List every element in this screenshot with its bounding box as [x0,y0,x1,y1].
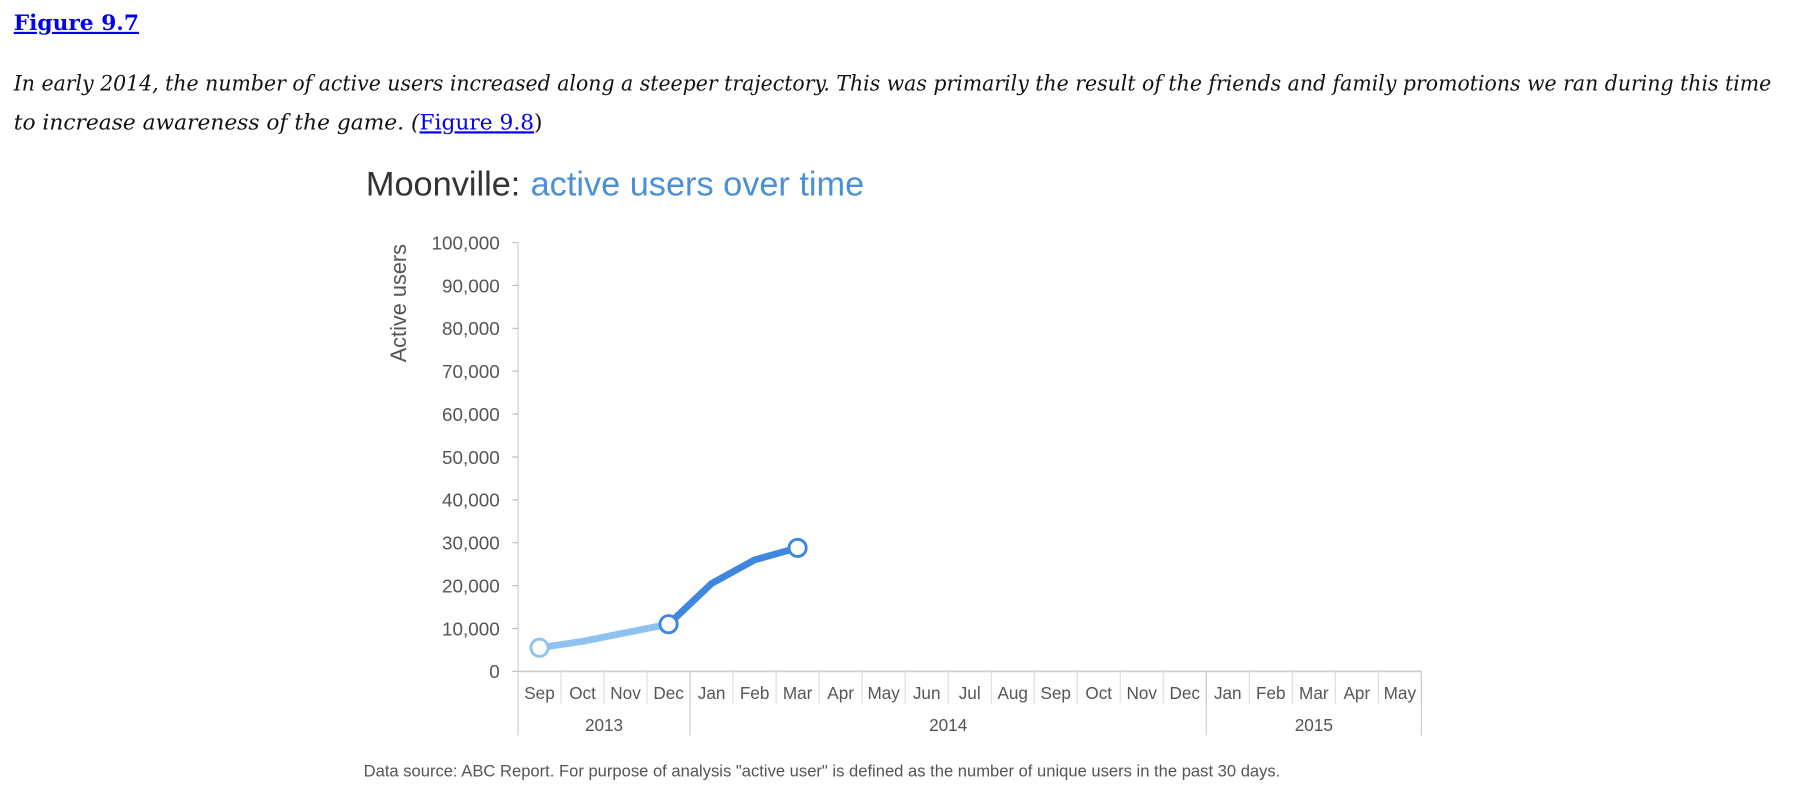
y-tick-label: 0 [489,661,500,682]
y-tick-label: 20,000 [442,575,500,596]
series-line [536,620,672,652]
group-label: 2015 [1295,715,1333,735]
x-tick-label: May [1384,683,1417,703]
group-label: 2013 [585,715,623,735]
y-tick-label: 60,000 [442,404,500,425]
y-tick-label: 30,000 [442,533,500,554]
x-tick-label: Nov [610,683,641,703]
figure-link[interactable]: Figure 9.7 [14,11,139,36]
x-tick-label: Jul [959,683,981,703]
point-marker [529,637,550,658]
x-tick-label: Dec [653,683,684,703]
series-line [665,544,802,628]
y-tick-label: 40,000 [442,490,500,511]
y-tick-label: 50,000 [442,447,500,468]
paragraph-line: In early 2014, the number of active user… [13,71,1771,96]
group-label: 2014 [929,715,968,735]
x-tick-label: Nov [1127,683,1158,703]
paragraph-line: to increase awareness of the game. (Figu… [14,110,543,135]
x-tick-label: Apr [1343,683,1370,703]
x-tick-label: Aug [997,683,1028,703]
figure-link-text[interactable]: Figure 9.7 [14,11,139,36]
point-marker [787,537,808,558]
x-tick-label: Jan [1214,683,1242,703]
paragraph-link[interactable]: Figure 9.8 [419,110,534,135]
y-tick-label: 100,000 [432,232,500,253]
x-tick-label: Sep [524,683,555,703]
x-tick-label: Sep [1040,683,1071,703]
x-tick-label: Dec [1170,683,1201,703]
chart-title-part: Moonville: [366,166,520,204]
x-tick-label: Mar [1299,683,1329,703]
point-marker [658,614,679,635]
x-tick-label: Oct [1085,683,1112,703]
x-tick-label: Feb [1256,683,1286,703]
paragraph-text: ) [534,110,542,135]
y-tick-label: 70,000 [442,361,500,382]
x-tick-label: Mar [783,683,813,703]
x-tick-label: Oct [569,683,596,703]
y-tick-label: 90,000 [442,275,500,296]
y-tick-label: 80,000 [442,318,500,339]
paragraph-text: to increase awareness of the game. ( [14,110,420,135]
y-tick-label: 10,000 [442,618,500,639]
x-tick-label: Feb [740,683,770,703]
chart-title: Moonville: active users over time [366,166,864,204]
y-axis-label: Active users [386,244,411,362]
chart-title-part: active users over time [531,166,865,204]
x-tick-label: May [867,683,900,703]
source-note: Data source: ABC Report. For purpose of … [364,762,1281,781]
plot: 0 10,000 20,000 30,000 40,000 50,000 60,000 70,… [432,232,1422,736]
x-tick-label: Jan [698,683,726,703]
x-tick-label: Jun [913,683,941,703]
x-tick-label: Apr [827,683,854,703]
